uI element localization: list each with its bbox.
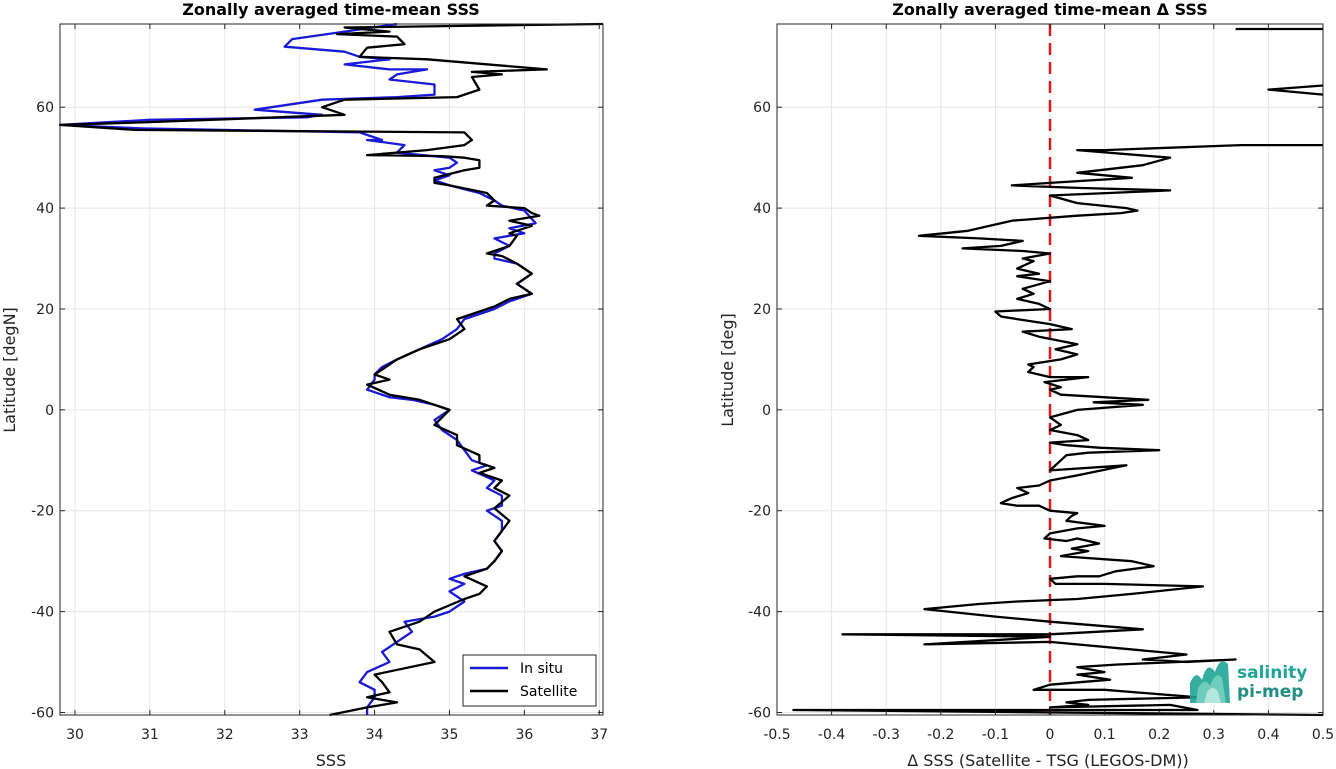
right-xtick-label: 0 — [1046, 727, 1055, 743]
right-xlabel: Δ SSS (Satellite - TSG (LEGOS-DM)) — [907, 751, 1189, 769]
left-panel: 30 31 32 33 34 35 36 37 -60 -40 -20 0 20 40 60 Zonally… — [0, 0, 608, 769]
left-xtick-label: 32 — [216, 727, 234, 743]
left-series-layer — [58, 22, 604, 717]
legend-insitu-label: In situ — [520, 661, 563, 677]
legend: In situ Satellite — [462, 654, 597, 707]
left-series-line-in-situ — [58, 22, 537, 715]
left-axes-box — [59, 23, 604, 716]
left-grid — [60, 24, 603, 715]
right-title: Zonally averaged time-mean Δ SSS — [892, 0, 1208, 19]
left-ytick-label: 40 — [36, 201, 54, 217]
left-plot-area — [60, 24, 603, 715]
right-xtick-label: 0.3 — [1203, 727, 1225, 743]
right-xtick-label: -0.5 — [763, 727, 790, 743]
right-ytick-label: -60 — [748, 705, 771, 721]
right-ytick-label: 40 — [753, 201, 771, 217]
right-xtick-label: -0.3 — [873, 727, 900, 743]
right-ytick-label: 20 — [753, 302, 771, 318]
right-series-layer — [792, 24, 1324, 717]
left-ytick-label: 60 — [36, 100, 54, 116]
left-ytick-label: -20 — [31, 504, 54, 520]
left-xtick-label: 31 — [141, 727, 159, 743]
left-ticks: 30 31 32 33 34 35 36 37 -60 -40 -20 0 20 40 60 — [31, 24, 608, 743]
right-xtick-label: -0.1 — [982, 727, 1009, 743]
logo-salinity-text: salinity — [1237, 663, 1307, 683]
left-ytick-label: 0 — [45, 403, 54, 419]
legend-box — [462, 654, 597, 707]
right-ytick-label: -20 — [748, 504, 771, 520]
right-ytick-label: 60 — [753, 100, 771, 116]
right-xtick-label: 0.5 — [1312, 727, 1334, 743]
right-series-line-delta — [792, 143, 1324, 717]
left-xtick-label: 37 — [590, 727, 608, 743]
left-xtick-label: 35 — [441, 727, 459, 743]
logo-pimep-text: pi-mep — [1237, 682, 1303, 702]
right-ytick-label: -40 — [748, 605, 771, 621]
right-xtick-label: -0.4 — [818, 727, 845, 743]
left-series-line-satellite — [58, 22, 604, 717]
right-ylabel: Latitude [deg] — [718, 313, 737, 427]
right-series-line-delta — [1267, 84, 1324, 96]
wave-logo-icon — [1190, 661, 1230, 703]
left-ylabel: Latitude [degN] — [0, 307, 19, 433]
legend-satellite-label: Satellite — [520, 684, 577, 700]
left-xtick-label: 34 — [366, 727, 384, 743]
right-xtick-label: -0.2 — [927, 727, 954, 743]
left-ytick-label: -60 — [31, 705, 54, 721]
right-xtick-label: 0.2 — [1148, 727, 1170, 743]
right-ticks: -0.5 -0.4 -0.3 -0.2 -0.1 0 0.1 0.2 0.3 0.4 0.5 -60 -… — [748, 24, 1334, 743]
left-xtick-label: 36 — [515, 727, 533, 743]
left-title: Zonally averaged time-mean SSS — [182, 0, 480, 19]
salinity-pi-mep-logo: salinity pi-mep — [1190, 661, 1307, 703]
right-ytick-label: 0 — [762, 403, 771, 419]
right-xtick-label: 0.1 — [1093, 727, 1115, 743]
left-xlabel: SSS — [316, 751, 346, 769]
left-xtick-label: 30 — [66, 727, 84, 743]
right-panel: -0.5 -0.4 -0.3 -0.2 -0.1 0 0.1 0.2 0.3 0.4 0.5 -60 -… — [718, 0, 1334, 769]
right-xtick-label: 0.4 — [1257, 727, 1279, 743]
left-ytick-label: -40 — [31, 605, 54, 621]
left-ytick-label: 20 — [36, 302, 54, 318]
left-xtick-label: 33 — [291, 727, 309, 743]
